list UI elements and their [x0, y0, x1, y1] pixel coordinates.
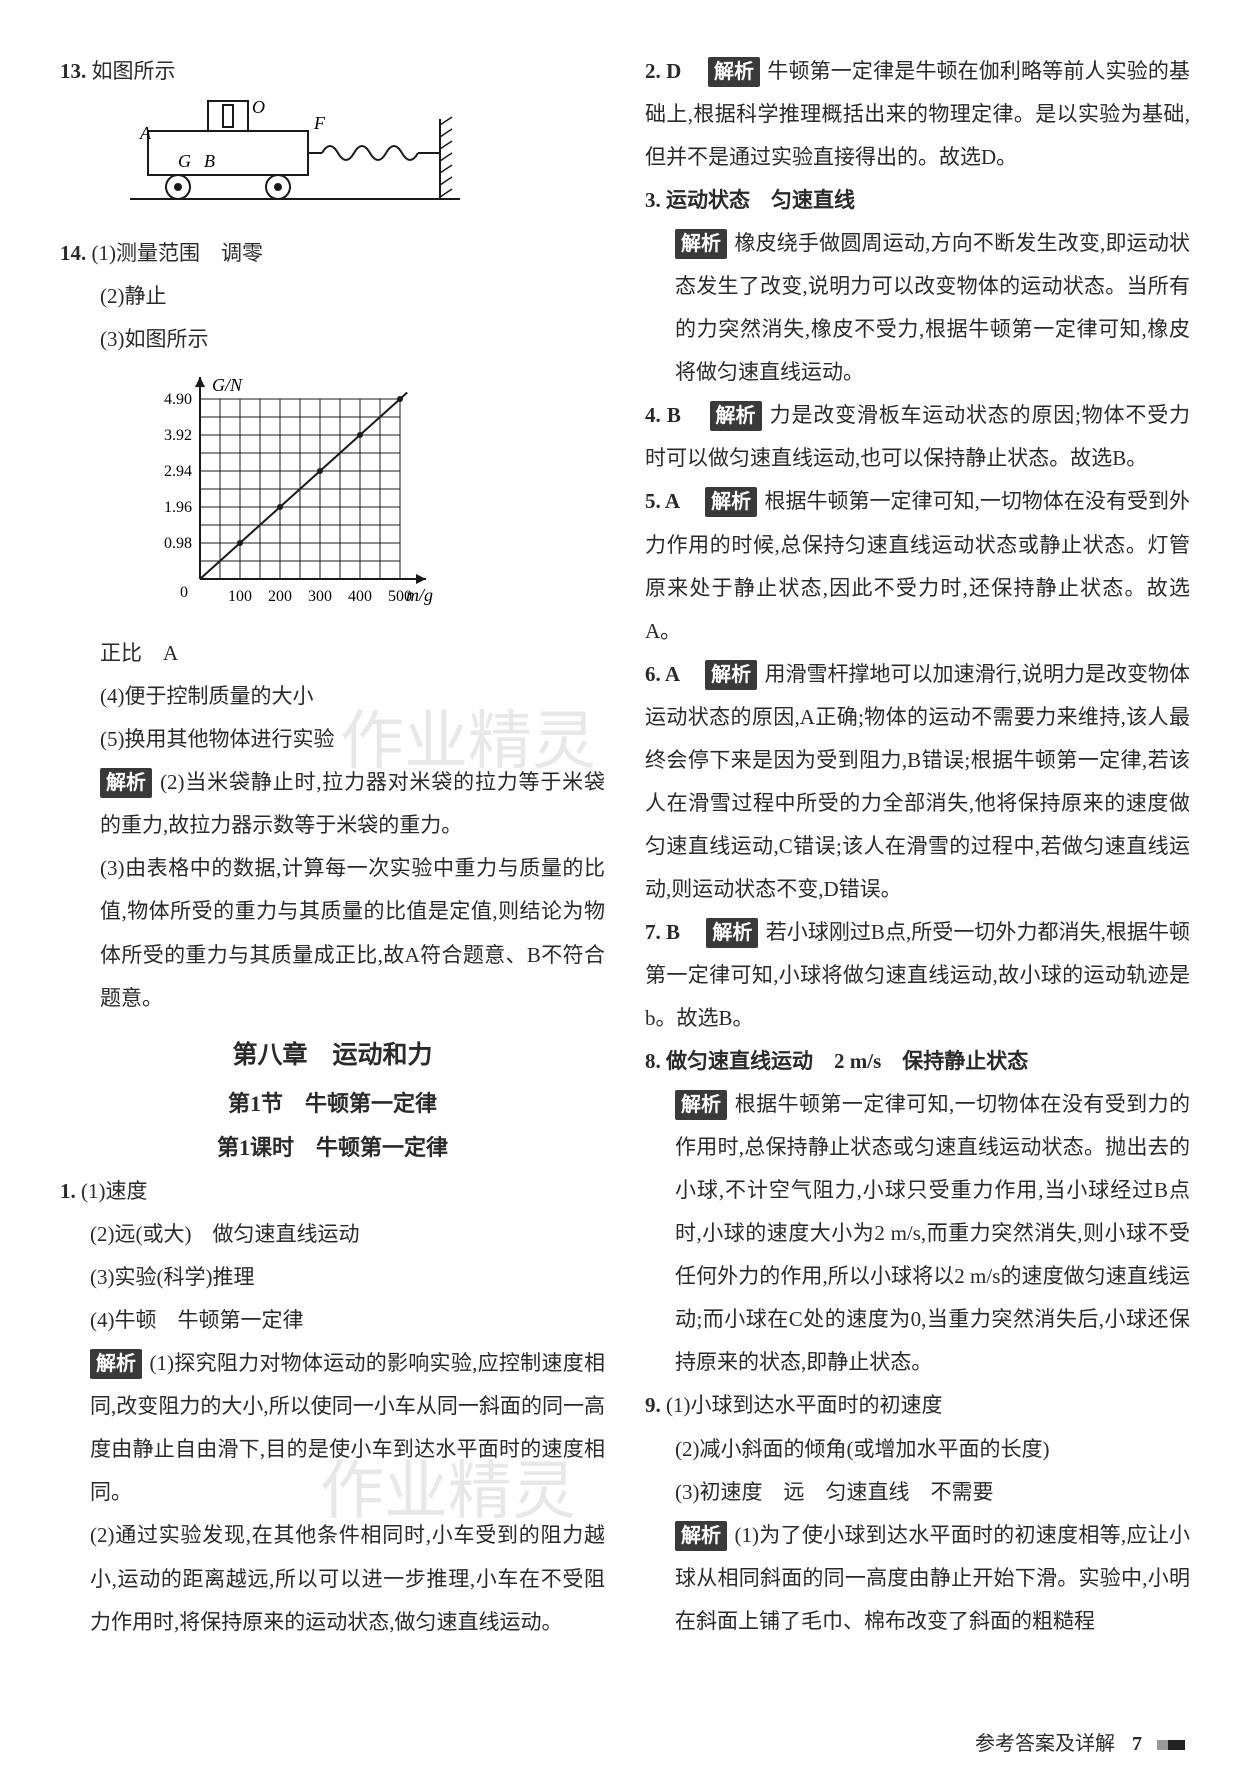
q3-expl: 解析 橡皮绕手做圆周运动,方向不断发生改变,即运动状态发生了改变,说明力可以改变… — [645, 222, 1190, 394]
q8-head: 8. 做匀速直线运动 2 m/s 保持静止状态 — [645, 1049, 1028, 1073]
q14-expl3: (3)由表格中的数据,计算每一次实验中重力与质量的比值,物体所受的重力与其质量的… — [60, 847, 605, 1019]
svg-text:200: 200 — [268, 588, 292, 605]
q1-3: (3)实验(科学)推理 — [60, 1256, 605, 1299]
q3-expl-text: 橡皮绕手做圆周运动,方向不断发生改变,即运动状态发生了改变,说明力可以改变物体的… — [675, 231, 1190, 384]
q13: 13. 如图所示 — [60, 50, 605, 93]
q1-4: (4)牛顿 牛顿第一定律 — [60, 1299, 605, 1342]
q1-1: 1. (1)速度 — [60, 1170, 605, 1213]
q14-1-text: (1)测量范围 调零 — [92, 241, 264, 265]
q5-head: 5. A — [645, 489, 700, 513]
q2: 2. D 解析 牛顿第一定律是牛顿在伽利略等前人实验的基础上,根据科学推理概括出… — [645, 50, 1190, 179]
q14-5: (5)换用其他物体进行实验 — [60, 718, 605, 761]
chapter-title: 第八章 运动和力 — [60, 1030, 605, 1083]
q4-head: 4. B — [645, 403, 703, 427]
footer-label: 参考答案及详解 — [975, 1733, 1115, 1755]
footer-bar-icon — [1157, 1740, 1185, 1750]
q7-head: 7. B — [645, 920, 701, 944]
q14-3: (3)如图所示 — [60, 318, 605, 361]
explain-badge: 解析 — [708, 57, 760, 87]
q3: 3. 运动状态 匀速直线 — [645, 179, 1190, 222]
explain-badge: 解析 — [706, 918, 758, 948]
svg-text:100: 100 — [228, 588, 252, 605]
q1-expl1-text: (1)探究阻力对物体运动的影响实验,应控制速度相同,改变阻力的大小,所以使同一小… — [90, 1351, 605, 1504]
q13-text: 如图所示 — [92, 59, 176, 83]
diagram-label-G: G — [178, 151, 191, 171]
q14-label: 14. — [60, 241, 86, 265]
q1-expl2: (2)通过实验发现,在其他条件相同时,小车受到的阻力越小,运动的距离越远,所以可… — [60, 1514, 605, 1643]
svg-text:1.96: 1.96 — [164, 499, 192, 516]
q4: 4. B 解析 力是改变滑板车运动状态的原因;物体不受力时可以做匀速直线运动,也… — [645, 394, 1190, 480]
diagram-label-A: A — [139, 123, 152, 143]
q9-1: 9. (1)小球到达水平面时的初速度 — [645, 1384, 1190, 1427]
q8-expl: 解析 根据牛顿第一定律可知,一切物体在没有受到力的作用时,总保持静止状态或匀速直… — [645, 1083, 1190, 1384]
q9-2: (2)减小斜面的倾角(或增加水平面的长度) — [645, 1428, 1190, 1471]
explain-badge: 解析 — [675, 1521, 727, 1551]
q14-3b: 正比 A — [60, 632, 605, 675]
explain-badge: 解析 — [705, 660, 757, 690]
q6-expl: 用滑雪杆撑地可以加速滑行,说明力是改变物体运动状态的原因,A正确;物体的运动不需… — [645, 662, 1190, 901]
q14-4: (4)便于控制质量的大小 — [60, 675, 605, 718]
page-content: 13. 如图所示 — [60, 50, 1190, 1644]
left-column: 13. 如图所示 — [60, 50, 605, 1644]
svg-text:500: 500 — [388, 588, 412, 605]
explain-badge: 解析 — [90, 1349, 142, 1379]
q1-expl1: 解析 (1)探究阻力对物体运动的影响实验,应控制速度相同,改变阻力的大小,所以使… — [60, 1342, 605, 1514]
svg-text:400: 400 — [348, 588, 372, 605]
gn-chart: G/Nm/g00.981.962.943.924.901002003004005… — [130, 369, 605, 624]
q14-expl2-text: (2)当米袋静止时,拉力器对米袋的拉力等于米袋的重力,故拉力器示数等于米袋的重力… — [100, 770, 605, 837]
svg-text:300: 300 — [308, 588, 332, 605]
diagram-label-B: B — [204, 151, 215, 171]
diagram-label-F: F — [313, 113, 326, 133]
q7: 7. B 解析 若小球刚过B点,所受一切外力都消失,根据牛顿第一定律可知,小球将… — [645, 911, 1190, 1040]
section-title: 第1节 牛顿第一定律 — [60, 1082, 605, 1126]
q8-expl-text: 根据牛顿第一定律可知,一切物体在没有受到力的作用时,总保持静止状态或匀速直线运动… — [675, 1092, 1190, 1374]
explain-badge: 解析 — [675, 1090, 727, 1120]
svg-text:0.98: 0.98 — [164, 535, 192, 552]
q5: 5. A 解析 根据牛顿第一定律可知,一切物体在没有受到外力作用的时候,总保持匀… — [645, 480, 1190, 652]
q14-1: 14. (1)测量范围 调零 — [60, 232, 605, 275]
explain-badge: 解析 — [100, 768, 152, 798]
q1-2: (2)远(或大) 做匀速直线运动 — [60, 1213, 605, 1256]
q6: 6. A 解析 用滑雪杆撑地可以加速滑行,说明力是改变物体运动状态的原因,A正确… — [645, 653, 1190, 911]
explain-badge: 解析 — [710, 401, 762, 431]
right-column: 2. D 解析 牛顿第一定律是牛顿在伽利略等前人实验的基础上,根据科学推理概括出… — [645, 50, 1190, 1644]
svg-text:3.92: 3.92 — [164, 427, 192, 444]
page-number: 7 — [1132, 1733, 1142, 1755]
q9-label: 9. — [645, 1393, 661, 1417]
svg-text:2.94: 2.94 — [164, 463, 192, 480]
q9-1-text: (1)小球到达水平面时的初速度 — [666, 1393, 943, 1417]
svg-text:G/N: G/N — [212, 375, 243, 395]
explain-badge: 解析 — [675, 229, 727, 259]
q8: 8. 做匀速直线运动 2 m/s 保持静止状态 — [645, 1040, 1190, 1083]
svg-text:4.90: 4.90 — [164, 391, 192, 408]
diagram-label-O: O — [252, 99, 265, 117]
q9-expl-text: (1)为了使小球到达水平面时的初速度相等,应让小球从相同斜面的同一高度由静止开始… — [675, 1523, 1190, 1633]
lesson-title: 第1课时 牛顿第一定律 — [60, 1126, 605, 1170]
spring-diagram: A O F G B — [100, 99, 605, 224]
q13-label: 13. — [60, 59, 86, 83]
q6-head: 6. A — [645, 662, 700, 686]
q2-head: 2. D — [645, 59, 703, 83]
q3-head: 3. 运动状态 匀速直线 — [645, 188, 855, 212]
svg-text:0: 0 — [180, 584, 188, 601]
q9-expl: 解析 (1)为了使小球到达水平面时的初速度相等,应让小球从相同斜面的同一高度由静… — [645, 1514, 1190, 1643]
q9-3: (3)初速度 远 匀速直线 不需要 — [645, 1471, 1190, 1514]
q1-label: 1. — [60, 1179, 76, 1203]
q14-2: (2)静止 — [60, 275, 605, 318]
explain-badge: 解析 — [705, 487, 757, 517]
q14-expl2: 解析 (2)当米袋静止时,拉力器对米袋的拉力等于米袋的重力,故拉力器示数等于米袋… — [60, 761, 605, 847]
q1-1-text: (1)速度 — [81, 1179, 148, 1203]
page-footer: 参考答案及详解 7 — [975, 1727, 1185, 1756]
